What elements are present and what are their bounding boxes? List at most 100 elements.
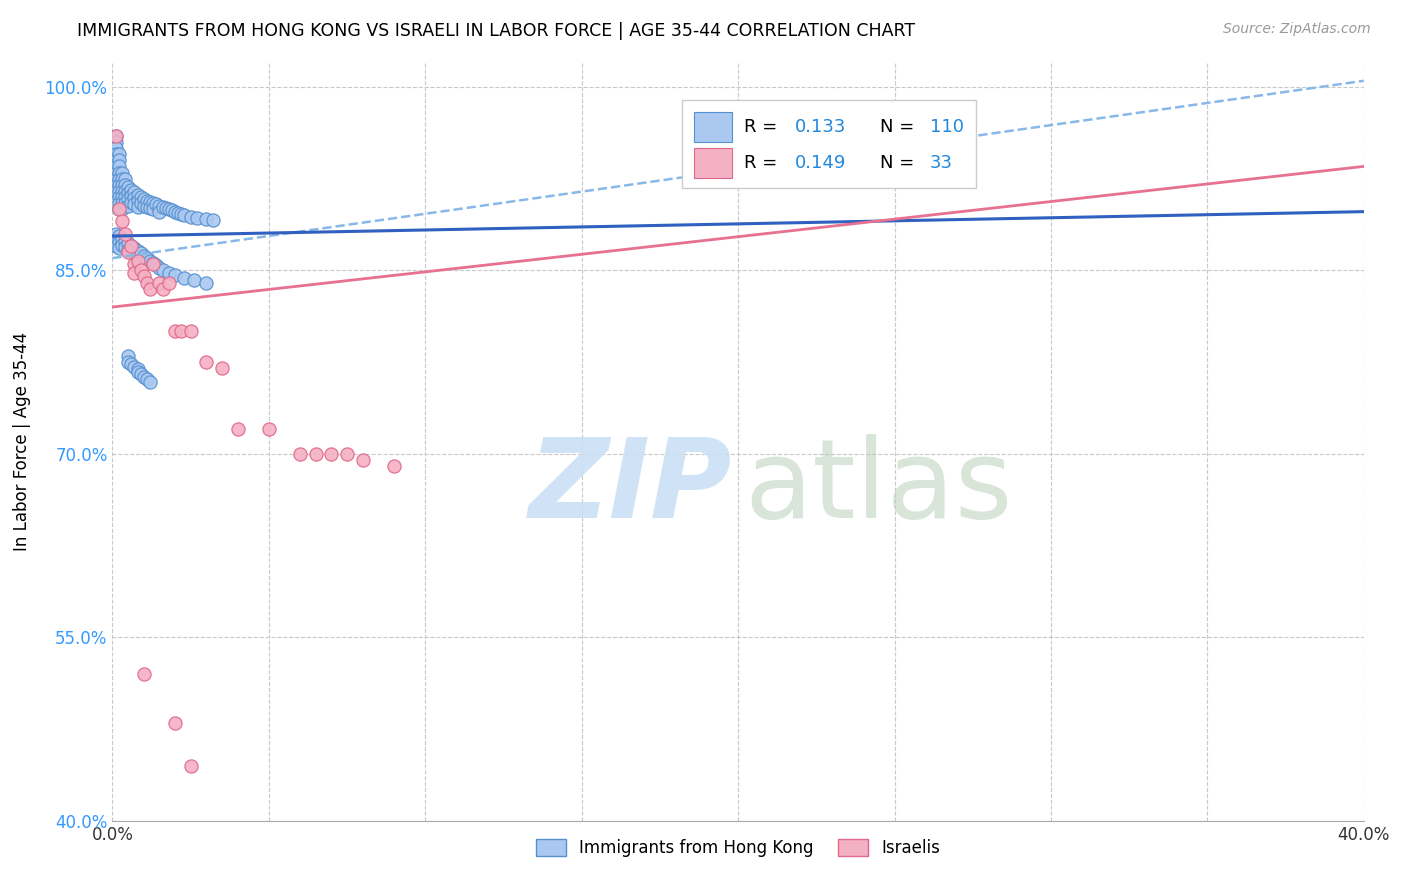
Point <box>104 160 127 174</box>
Point <box>195 355 218 369</box>
Point <box>129 263 152 277</box>
Legend: Immigrants from Hong Kong, Israelis: Immigrants from Hong Kong, Israelis <box>527 830 949 865</box>
Point <box>114 240 136 254</box>
FancyBboxPatch shape <box>682 101 976 187</box>
Point <box>186 211 208 225</box>
Point <box>139 375 162 389</box>
Point <box>145 259 167 273</box>
Point <box>104 233 127 247</box>
Point <box>111 202 134 217</box>
Y-axis label: In Labor Force | Age 35-44: In Labor Force | Age 35-44 <box>13 332 31 551</box>
Point <box>107 229 129 244</box>
Point <box>124 359 146 374</box>
Text: Source: ZipAtlas.com: Source: ZipAtlas.com <box>1223 22 1371 37</box>
Point <box>163 325 186 339</box>
Point <box>145 197 167 211</box>
Point <box>117 243 139 257</box>
Point <box>111 171 134 186</box>
Point <box>111 237 134 252</box>
Text: N =: N = <box>880 118 920 136</box>
Point <box>132 198 155 212</box>
Point <box>135 200 157 214</box>
Point <box>127 187 149 202</box>
Point <box>104 153 127 168</box>
Text: 0.133: 0.133 <box>794 118 846 136</box>
Point <box>111 178 134 192</box>
Point <box>111 165 134 179</box>
Point <box>135 251 157 265</box>
Text: R =: R = <box>744 154 783 172</box>
Point <box>127 244 149 258</box>
Point <box>117 193 139 207</box>
Point <box>139 253 162 268</box>
Point <box>120 194 142 209</box>
FancyBboxPatch shape <box>695 148 733 178</box>
Point <box>107 147 129 161</box>
Point <box>127 250 149 264</box>
Point <box>117 355 139 369</box>
Point <box>157 266 180 280</box>
Point <box>160 203 183 218</box>
Point <box>127 365 149 379</box>
Point <box>163 204 186 219</box>
Point <box>117 198 139 212</box>
Point <box>107 165 129 179</box>
Point <box>132 193 155 207</box>
Point <box>120 239 142 253</box>
Text: atlas: atlas <box>744 434 1012 541</box>
Point <box>107 235 129 250</box>
Point <box>139 282 162 296</box>
Point <box>148 198 170 212</box>
Point <box>117 186 139 201</box>
Point <box>107 202 129 217</box>
Point <box>104 135 127 149</box>
Point <box>226 422 249 436</box>
Point <box>152 263 174 277</box>
Point <box>124 247 146 261</box>
Point <box>152 282 174 296</box>
Point <box>107 171 129 186</box>
Point <box>201 213 224 227</box>
Point <box>132 666 155 681</box>
Point <box>129 196 152 211</box>
Point <box>180 758 202 772</box>
Point <box>117 180 139 194</box>
Point <box>173 270 195 285</box>
Point <box>124 185 146 199</box>
Point <box>183 273 205 287</box>
Point <box>107 153 129 168</box>
Point <box>111 184 134 198</box>
Point <box>124 191 146 205</box>
Point <box>107 190 129 204</box>
Point <box>382 458 405 473</box>
Point <box>148 260 170 275</box>
Point <box>257 422 280 436</box>
Point <box>135 276 157 290</box>
Point <box>120 358 142 372</box>
Point <box>127 362 149 376</box>
Point <box>305 447 328 461</box>
Point <box>127 200 149 214</box>
Point <box>104 178 127 192</box>
Point <box>104 128 127 143</box>
Text: 0.149: 0.149 <box>794 154 846 172</box>
Point <box>114 196 136 211</box>
Point <box>117 236 139 251</box>
Point <box>104 239 127 253</box>
Point <box>104 171 127 186</box>
Point <box>107 178 129 192</box>
Point <box>104 165 127 179</box>
Point <box>170 207 193 221</box>
Point <box>114 178 136 192</box>
Point <box>135 194 157 208</box>
Point <box>107 196 129 211</box>
Point <box>104 184 127 198</box>
Point <box>290 447 312 461</box>
Point <box>173 208 195 222</box>
Point <box>142 256 165 270</box>
Point <box>111 214 134 228</box>
Point <box>114 190 136 204</box>
Point <box>129 246 152 260</box>
Point <box>163 268 186 283</box>
Point <box>139 201 162 215</box>
